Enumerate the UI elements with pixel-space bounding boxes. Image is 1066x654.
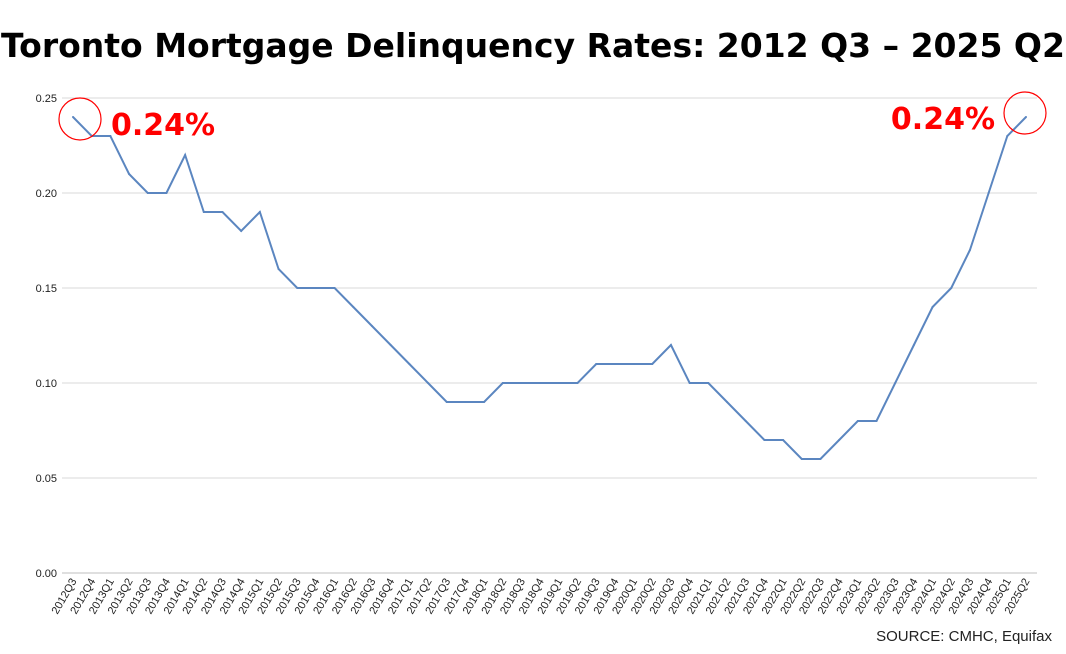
data-point	[483, 401, 486, 403]
y-tick-label: 0.10	[36, 378, 57, 390]
source-note: SOURCE: CMHC, Equifax	[876, 628, 1052, 645]
data-point	[557, 382, 560, 384]
data-point	[202, 211, 205, 213]
data-point	[875, 420, 878, 422]
y-axis-ticks: 0.00 0.05 0.10 0.15 0.20 0.25	[36, 93, 57, 580]
y-tick-label: 0.00	[36, 568, 57, 580]
start-highlight-circle	[58, 97, 102, 141]
series-line	[72, 116, 1027, 460]
data-point	[1025, 116, 1027, 118]
data-point	[352, 306, 355, 308]
chart-title: Toronto Mortgage Delinquency Rates: 2012…	[1, 26, 1065, 65]
data-point	[296, 287, 299, 289]
data-point	[894, 382, 897, 384]
data-point	[165, 192, 168, 194]
y-tick-label: 0.05	[36, 473, 57, 485]
data-point	[258, 211, 261, 213]
data-point	[651, 363, 654, 365]
data-point	[576, 382, 579, 384]
data-point	[221, 211, 224, 213]
end-highlight-circle	[1003, 91, 1047, 135]
data-point	[539, 382, 542, 384]
data-point	[669, 344, 672, 346]
data-point	[782, 439, 785, 441]
data-point	[240, 230, 243, 232]
data-point	[819, 458, 822, 460]
data-point	[856, 420, 859, 422]
data-point	[389, 344, 392, 346]
y-tick-label: 0.15	[36, 283, 57, 295]
data-point	[838, 439, 841, 441]
x-axis-ticks: 2012Q32012Q42013Q12013Q22013Q32013Q42014…	[50, 577, 1033, 617]
y-tick-label: 0.25	[36, 93, 57, 105]
start-callout-label: 0.24%	[111, 108, 215, 143]
data-point	[427, 382, 430, 384]
data-point	[146, 192, 149, 194]
data-points	[72, 116, 1027, 460]
data-point	[968, 249, 971, 251]
data-point	[314, 287, 317, 289]
data-point	[912, 344, 915, 346]
data-point	[464, 401, 467, 403]
end-callout-label: 0.24%	[891, 102, 995, 137]
data-point	[707, 382, 710, 384]
data-point	[370, 325, 373, 327]
y-tick-label: 0.20	[36, 188, 57, 200]
data-point	[726, 401, 729, 403]
data-point	[408, 363, 411, 365]
gridlines	[62, 97, 1037, 574]
data-point	[184, 154, 187, 156]
data-point	[109, 135, 112, 137]
data-point	[445, 401, 448, 403]
data-point	[72, 116, 74, 118]
data-point	[613, 363, 616, 365]
data-point	[333, 287, 336, 289]
data-point	[744, 420, 747, 422]
data-point	[632, 363, 635, 365]
data-point	[277, 268, 280, 270]
data-point	[931, 306, 934, 308]
data-point	[763, 439, 766, 441]
data-point	[501, 382, 504, 384]
data-point	[950, 287, 953, 289]
data-point	[520, 382, 523, 384]
data-point	[595, 363, 598, 365]
data-point	[1006, 135, 1009, 137]
data-point	[800, 458, 803, 460]
data-point	[128, 173, 131, 175]
data-point	[987, 192, 990, 194]
data-point	[688, 382, 691, 384]
